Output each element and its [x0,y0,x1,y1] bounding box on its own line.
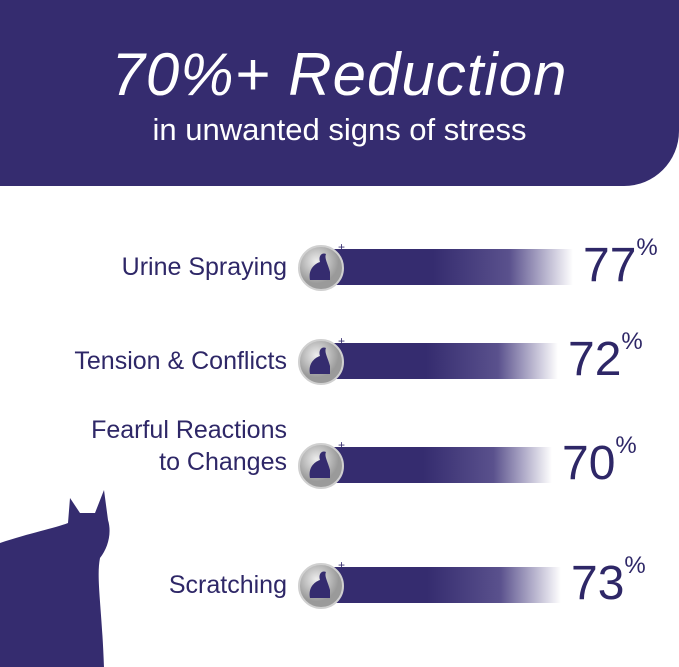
value-unit: % [636,234,658,261]
cat-silhouette-icon [0,490,110,667]
bar [318,249,573,285]
value-label: 77% [583,234,658,293]
bar [318,567,561,603]
bar [318,343,558,379]
cat-hiding-icon: + [298,440,345,489]
cat-scratching-icon: + [298,560,345,609]
svg-text:+: + [338,336,345,348]
bar [318,447,552,483]
value-number: 73 [571,557,625,610]
value-unit: % [621,328,643,355]
category-label-line: Tension & Conflicts [74,347,287,375]
cats-fighting-icon: + [298,336,345,385]
value-label: 73% [571,552,646,611]
value-number: 70 [562,437,616,490]
category-label: Fearful Reactions to Changes [91,414,287,478]
category-label: Scratching [169,569,287,601]
category-label-line: Scratching [168,571,287,599]
category-label: Tension & Conflicts [74,345,287,377]
chart-row: Fearful Reactions to Changes +70% [0,416,679,500]
value-unit: % [624,552,646,579]
value-number: 77 [583,239,637,292]
chart-row: Urine Spraying +77% [0,234,679,302]
value-label: 70% [562,432,637,491]
svg-text:+: + [338,440,345,452]
chart-row: Scratching +73% [0,552,679,620]
category-label-line: to Changes [159,448,287,476]
header-banner: 70%+ Reduction in unwanted signs of stre… [0,0,679,186]
headline: 70%+ Reduction [111,41,568,108]
svg-text:+: + [338,560,345,572]
cat-spraying-icon: + [298,242,345,291]
subheadline: in unwanted signs of stress [152,112,527,147]
value-number: 72 [568,333,622,386]
chart-row: Tension & Conflicts +72% [0,328,679,396]
value-unit: % [615,432,637,459]
category-label: Urine Spraying [122,251,287,283]
category-label-line: Urine Spraying [121,253,287,281]
svg-text:+: + [338,242,345,254]
category-label-line: Fearful Reactions [91,416,287,444]
value-label: 72% [568,328,643,387]
